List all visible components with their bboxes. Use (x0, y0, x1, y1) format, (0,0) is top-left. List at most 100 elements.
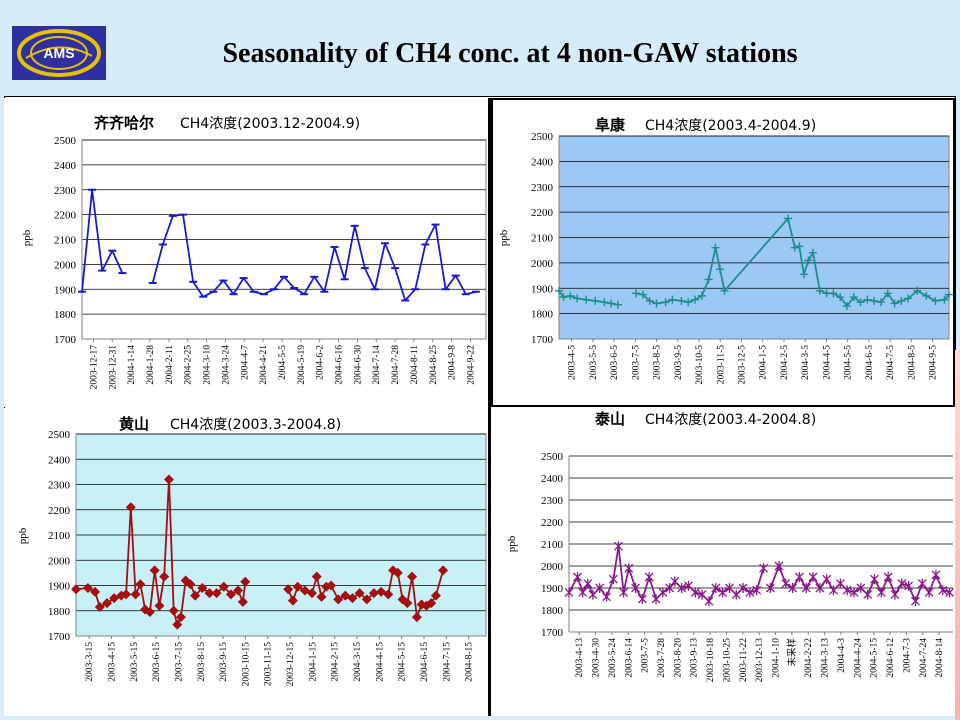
chart-huangshan-data-point (240, 576, 251, 587)
chart-fukang-ytick-label: 1900 (531, 283, 554, 295)
chart-fukang-data-point (559, 293, 568, 302)
chart-huangshan-xtick-label: 2004-1-15 (308, 642, 318, 682)
chart-fukang-data-point (804, 256, 813, 265)
chart-huangshan-xtick-label: 2003-12-15 (286, 642, 296, 687)
chart-qiqihar: 齐齐哈尔 CH4浓度(2003.12-2004.9) 1700 1800 1900 2… (4, 98, 489, 407)
chart-taishan-data-point (711, 583, 721, 593)
chart-qiqihar-xtick-label: 2004-7-14 (372, 345, 382, 385)
chart-qiqihar-xtick-label: 2004-4-21 (259, 345, 269, 385)
chart-fukang-ytick-label: 1700 (531, 334, 554, 346)
chart-fukang-data-point (829, 289, 838, 298)
chart-taishan-xtick-label: 2003-6-14 (624, 638, 634, 678)
chart-taishan-xtick-label: 2004-8-14 (935, 638, 945, 678)
chart-huangshan: 黄山 CH4浓度(2003.3-2004.8) 1700 1800 1900 2000… (4, 408, 489, 716)
chart-qiqihar-xtick-label: 2004-1-28 (146, 345, 156, 385)
chart-fukang-data-point (715, 265, 724, 274)
chart-huangshan-xtick-label: 2003-4-15 (107, 642, 117, 682)
chart-fukang-xtick-label: 2004-8-5 (907, 345, 917, 380)
chart-huangshan-series-line (287, 569, 444, 619)
chart-taishan-xtick-label: 2003-5-24 (608, 638, 618, 678)
chart-fukang-data-point (863, 295, 872, 304)
chart-qiqihar-ytick-label: 2100 (54, 235, 77, 247)
chart-fukang-data-point (808, 248, 817, 257)
chart-qiqihar-ytick-label: 1900 (54, 284, 77, 296)
chart-huangshan-data-point (306, 588, 317, 599)
chart-fukang-data-point (849, 293, 858, 302)
chart-huangshan-data-point (125, 502, 136, 513)
chart-taishan-data-point (670, 576, 680, 587)
chart-huangshan-data-point (149, 565, 160, 576)
chart-qiqihar-ytick-label: 2000 (54, 259, 77, 271)
chart-taishan: 泰山 CH4浓度(2003.4-2004.8) 1700 1800 1900 2000… (491, 408, 955, 716)
chart-huangshan-data-point (168, 605, 179, 616)
chart-taishan-data-point (697, 589, 707, 600)
chart-qiqihar-station: 齐齐哈尔 (94, 114, 154, 132)
chart-huangshan-data-point (397, 594, 408, 605)
ams-logo: AMS (12, 26, 106, 80)
chart-taishan-data-point (614, 541, 623, 552)
chart-huangshan-data-point (159, 571, 170, 582)
chart-taishan-xtick-label: 2003-7-28 (657, 638, 667, 678)
panel-divider (488, 98, 491, 716)
chart-qiqihar-ytick-label: 2200 (54, 210, 77, 222)
chart-taishan-data-point (870, 574, 879, 585)
chart-huangshan-data-point (197, 583, 208, 594)
chart-fukang-data-point (632, 289, 641, 298)
chart-huangshan-xtick-label: 2003-3-15 (85, 642, 95, 682)
chart-taishan-xtick-label: 2004-7-3 (902, 638, 912, 673)
chart-huangshan-xtick-label: 2003-6-15 (152, 642, 162, 682)
chart-huangshan-station: 黄山 (119, 415, 149, 433)
chart-fukang-xtick-label: 2003-7-5 (631, 345, 641, 380)
chart-fukang-data-point (931, 296, 940, 305)
chart-qiqihar-xtick-label: 2004-8-25 (429, 345, 439, 385)
chart-taishan-data-point (801, 583, 811, 593)
chart-taishan-data-point (644, 572, 654, 582)
chart-huangshan-ytick-label: 2500 (48, 429, 71, 441)
chart-fukang-svg: 阜康 CH4浓度(2003.4-2004.9) 1700 1800 1900 2000… (498, 116, 953, 385)
chart-fukang-xtick-label: 2004-6-5 (865, 345, 875, 380)
chart-taishan-data-point (910, 596, 920, 607)
chart-taishan-ytick-label: 2100 (541, 539, 564, 551)
chart-taishan-xtick-label: 2003-10-25 (722, 638, 732, 683)
chart-taishan-data-point (788, 583, 798, 593)
chart-fukang-data-point (842, 302, 851, 311)
chart-fukang-data-point (684, 298, 693, 307)
chart-huangshan-data-point (101, 598, 112, 609)
chart-huangshan-data-point (426, 598, 437, 609)
chart-fukang-data-point (613, 300, 622, 309)
chart-huangshan-xtick-label: 2004-6-15 (420, 642, 430, 682)
chart-huangshan-data-point (316, 591, 327, 602)
chart-taishan-data-point (631, 583, 641, 593)
chart-huangshan-data-point (402, 598, 413, 609)
chart-fukang-ytick-label: 2000 (531, 258, 554, 270)
chart-taishan-data-point (588, 589, 598, 600)
chart-fukang-xtick-label: 2004-3-5 (801, 345, 811, 380)
chart-taishan-ytick-label: 1700 (541, 627, 564, 639)
chart-taishan-data-point (718, 587, 728, 598)
chart-taishan-data-point (677, 583, 687, 593)
chart-fukang-data-point (652, 299, 661, 308)
chart-huangshan-data-point (135, 579, 146, 590)
chart-taishan-data-point (637, 594, 647, 604)
chart-huangshan-plot: 1700 1800 1900 2000 2100 2200 2300 2400 2500 2003… (17, 429, 487, 687)
chart-taishan-data-point (794, 572, 804, 582)
chart-taishan-ytick-label: 2400 (541, 473, 564, 485)
chart-taishan-data-point (602, 591, 612, 602)
chart-fukang-data-point (890, 299, 899, 308)
chart-taishan-data-point (835, 578, 845, 589)
chart-huangshan-data-point (233, 585, 244, 596)
chart-taishan-ytick-label: 1800 (541, 605, 564, 617)
chart-taishan-ytick-label: 2000 (541, 561, 564, 573)
chart-qiqihar-plot: 1700 1800 1900 2000 2100 2200 2300 2400 2500 2003… (21, 135, 487, 389)
chart-qiqihar-xtick-label: 2004-6-16 (335, 345, 345, 385)
chart-fukang-xtick-label: 2003-12-5 (737, 345, 747, 385)
chart-qiqihar-ylabel: ppb (21, 229, 33, 246)
chart-huangshan-data-point (144, 607, 155, 618)
chart-taishan-data-point (917, 578, 927, 589)
chart-fukang-xtick-label: 2004-7-5 (886, 345, 896, 380)
chart-huangshan-xtick-label: 2003-10-15 (241, 642, 251, 687)
chart-fukang-data-point (720, 286, 729, 295)
chart-fukang-ytick-label: 2100 (531, 233, 554, 245)
chart-huangshan-ytick-label: 2200 (48, 505, 71, 517)
chart-fukang-ytick-label: 2500 (531, 131, 554, 143)
